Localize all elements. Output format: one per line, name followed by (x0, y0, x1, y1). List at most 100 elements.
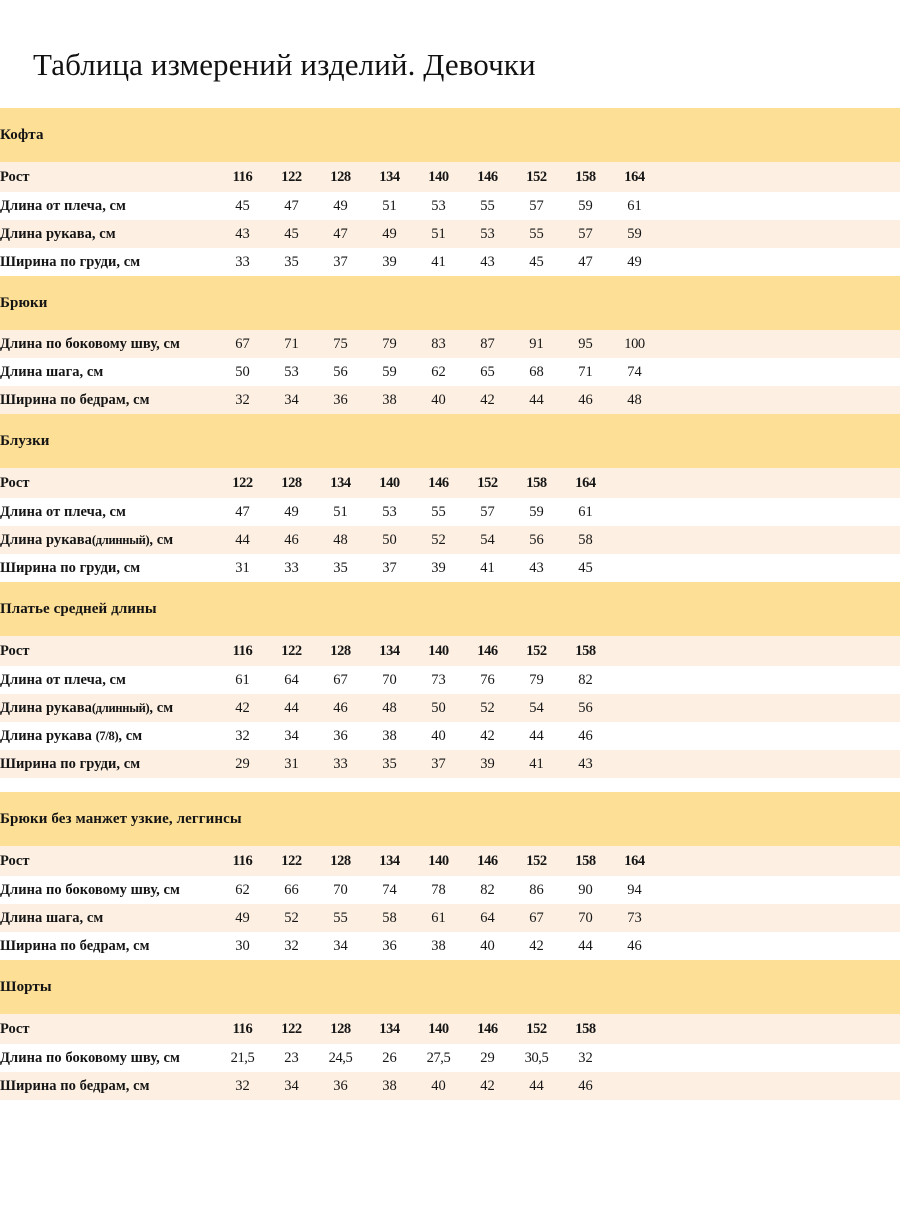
row-label: Длина рукава(длинный), см (0, 526, 218, 555)
measurement-cell: 44 (267, 694, 316, 723)
size-header-cell: 164 (610, 846, 659, 877)
measurement-cell: 56 (316, 358, 365, 387)
size-header-cell: 134 (365, 636, 414, 667)
size-header-cell: 146 (463, 846, 512, 877)
table-row: Длина по боковому шву, см 21,5 23 24,5 26 27,… (0, 1044, 900, 1073)
measurement-cell: 37 (414, 750, 463, 779)
row-label: Длина рукава (7/8), см (0, 722, 218, 751)
filler-cell (659, 750, 900, 779)
size-header-cell (610, 468, 659, 499)
table-row: Длина шага, см 49 52 55 58 61 64 67 70 73 (0, 904, 900, 933)
measurement-cell: 64 (463, 904, 512, 933)
measurement-cell: 40 (463, 932, 512, 961)
size-header-cell: 116 (218, 636, 267, 667)
measurement-cell: 23 (267, 1044, 316, 1073)
table-header-row: Рост 116 122 128 134 140 146 152 158 164 (0, 846, 900, 877)
measurement-cell: 65 (463, 358, 512, 387)
measurement-cell: 42 (512, 932, 561, 961)
size-header-cell: 152 (512, 636, 561, 667)
measurement-cell: 64 (267, 666, 316, 695)
measurement-cell (610, 1044, 659, 1073)
filler-cell (659, 1014, 900, 1045)
measurement-cell: 51 (414, 220, 463, 249)
section-header-kofta: Кофта (0, 108, 900, 163)
table-row: Ширина по бедрам, см 32 34 36 38 40 42 44 46 48 (0, 386, 900, 415)
measurement-cell: 39 (414, 554, 463, 583)
measurement-cell: 44 (218, 526, 267, 555)
size-header-cell: 140 (414, 1014, 463, 1045)
size-header-label: Рост (0, 1014, 218, 1045)
measurement-cell: 79 (365, 330, 414, 359)
filler-cell (659, 904, 900, 933)
measurement-cell: 31 (218, 554, 267, 583)
measurement-cell: 36 (316, 722, 365, 751)
size-header-cell: 128 (316, 636, 365, 667)
measurement-cell: 30,5 (512, 1044, 561, 1073)
measurement-cell: 39 (463, 750, 512, 779)
measurement-cell: 40 (414, 386, 463, 415)
measurement-cell: 42 (218, 694, 267, 723)
row-label: Ширина по груди, см (0, 554, 218, 583)
row-label: Длина от плеча, см (0, 666, 218, 695)
measurement-cell: 24,5 (316, 1044, 365, 1073)
section-header-shorty: Шорты (0, 960, 900, 1015)
table-row: Ширина по бедрам, см 32 34 36 38 40 42 44 46 (0, 1072, 900, 1101)
table-row: Ширина по груди, см 29 31 33 35 37 39 41 43 (0, 750, 900, 779)
table-row: Ширина по бедрам, см 30 32 34 36 38 40 42 44 46 (0, 932, 900, 961)
measurement-cell: 70 (316, 876, 365, 905)
size-header-cell: 122 (267, 636, 316, 667)
size-header-cell: 140 (414, 162, 463, 193)
size-header-cell: 116 (218, 846, 267, 877)
measurement-cell: 44 (512, 1072, 561, 1101)
filler-cell (659, 358, 900, 387)
measurement-cell: 32 (561, 1044, 610, 1073)
size-header-cell: 164 (561, 468, 610, 499)
measurement-cell: 49 (610, 248, 659, 277)
measurement-cell: 55 (463, 192, 512, 221)
row-label: Длина по боковому шву, см (0, 330, 218, 359)
measurement-cell: 46 (561, 722, 610, 751)
measurement-cell (610, 554, 659, 583)
measurement-cell: 48 (610, 386, 659, 415)
measurement-cell: 94 (610, 876, 659, 905)
measurement-cell: 49 (365, 220, 414, 249)
row-label: Длина шага, см (0, 904, 218, 933)
measurement-cell: 41 (414, 248, 463, 277)
size-header-cell: 134 (316, 468, 365, 499)
measurement-cell: 71 (267, 330, 316, 359)
measurement-cell: 71 (561, 358, 610, 387)
measurement-cell: 26 (365, 1044, 414, 1073)
measurement-cell: 70 (365, 666, 414, 695)
measurement-cell: 39 (365, 248, 414, 277)
measurement-cell: 49 (218, 904, 267, 933)
measurement-cell: 62 (414, 358, 463, 387)
measurement-cell: 53 (463, 220, 512, 249)
size-header-cell: 146 (463, 162, 512, 193)
section-title: Шорты (0, 960, 900, 1015)
table-row: Ширина по груди, см 33 35 37 39 41 43 45 47 49 (0, 248, 900, 277)
measurement-cell (610, 722, 659, 751)
measurement-cell: 33 (316, 750, 365, 779)
measurement-cell: 75 (316, 330, 365, 359)
size-header-cell: 158 (561, 1014, 610, 1045)
measurement-cell: 58 (561, 526, 610, 555)
measurement-cell: 67 (512, 904, 561, 933)
measurement-cell: 32 (218, 722, 267, 751)
measurement-cell: 47 (218, 498, 267, 527)
measurement-cell: 61 (218, 666, 267, 695)
filler-cell (659, 636, 900, 667)
measurement-cell: 47 (561, 248, 610, 277)
measurement-cell: 52 (267, 904, 316, 933)
size-header-cell: 146 (463, 636, 512, 667)
measurement-cell: 74 (610, 358, 659, 387)
measurement-cell: 59 (365, 358, 414, 387)
measurement-cell: 54 (463, 526, 512, 555)
measurement-cell: 57 (463, 498, 512, 527)
table-row: Длина рукава(длинный), см 42 44 46 48 50 52 54 5… (0, 694, 900, 723)
measurement-cell (610, 526, 659, 555)
measurement-cell: 57 (561, 220, 610, 249)
measurement-cell: 44 (561, 932, 610, 961)
measurement-cell: 43 (463, 248, 512, 277)
measurement-cell: 31 (267, 750, 316, 779)
measurement-cell: 35 (316, 554, 365, 583)
